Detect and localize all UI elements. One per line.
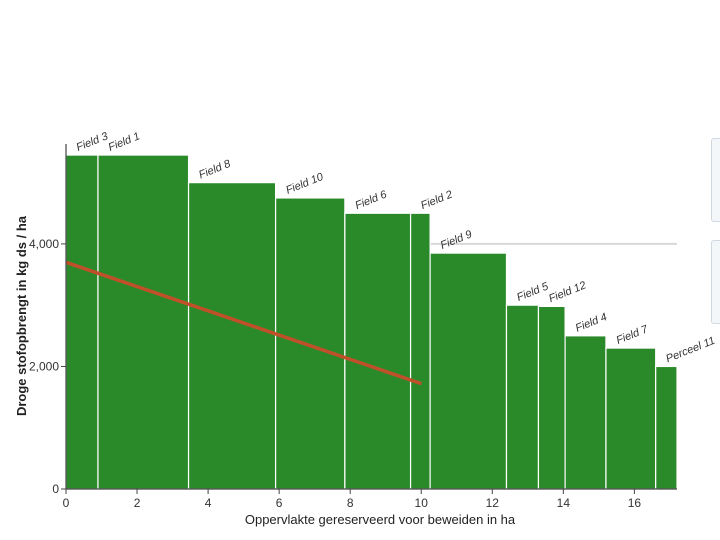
bar[interactable] bbox=[65, 154, 99, 490]
y-ticks-group: 0 2,000 4,000 bbox=[29, 237, 66, 496]
bar[interactable] bbox=[187, 182, 277, 490]
x-tick-label: 4 bbox=[205, 496, 212, 510]
bar[interactable] bbox=[564, 335, 607, 490]
bar-label: Field 1 bbox=[107, 130, 142, 153]
bar[interactable] bbox=[429, 252, 508, 490]
bar-label: Field 2 bbox=[419, 189, 454, 212]
trend-line bbox=[65, 260, 422, 386]
bar-label: Field 3 bbox=[75, 130, 111, 154]
bar-label: Field 12 bbox=[547, 279, 588, 305]
bar[interactable] bbox=[274, 197, 346, 490]
bars-group bbox=[65, 154, 678, 490]
x-tick-label: 16 bbox=[628, 496, 642, 510]
bar[interactable] bbox=[344, 212, 412, 490]
bar-label: Field 7 bbox=[615, 323, 651, 347]
x-tick-label: 8 bbox=[347, 496, 354, 510]
y-tick-label: 4,000 bbox=[29, 237, 59, 251]
x-ticks-group: 0 2 4 6 8 10 12 14 16 bbox=[63, 489, 642, 510]
bar-label: Field 10 bbox=[284, 171, 326, 197]
x-tick-label: 0 bbox=[63, 496, 70, 510]
bar-label: Field 8 bbox=[197, 158, 233, 182]
y-tick-label: 2,000 bbox=[29, 359, 59, 373]
x-axis-label: Oppervlakte gereserveerd voor beweiden i… bbox=[245, 512, 516, 527]
x-tick-label: 12 bbox=[486, 496, 500, 510]
bar-label: Field 9 bbox=[439, 228, 474, 251]
x-tick-label: 2 bbox=[134, 496, 141, 510]
side-panel-bottom[interactable] bbox=[711, 240, 720, 324]
y-axis-label: Droge stofopbrengt in kg ds / ha bbox=[14, 215, 29, 416]
bar-label: Field 6 bbox=[353, 188, 389, 212]
bar[interactable] bbox=[97, 154, 190, 490]
bar-label: Field 5 bbox=[515, 280, 551, 304]
bar[interactable] bbox=[409, 212, 431, 490]
x-tick-label: 10 bbox=[415, 496, 429, 510]
y-tick-label: 0 bbox=[52, 482, 59, 496]
x-tick-label: 6 bbox=[276, 496, 283, 510]
bar[interactable] bbox=[655, 365, 678, 490]
bar[interactable] bbox=[505, 304, 540, 490]
bar-label: Perceel 11 bbox=[664, 335, 717, 366]
side-panel-top[interactable] bbox=[711, 138, 720, 222]
bar-label: Field 4 bbox=[574, 311, 609, 334]
bar[interactable] bbox=[605, 347, 657, 490]
x-tick-label: 14 bbox=[557, 496, 571, 510]
bar[interactable] bbox=[537, 305, 566, 490]
